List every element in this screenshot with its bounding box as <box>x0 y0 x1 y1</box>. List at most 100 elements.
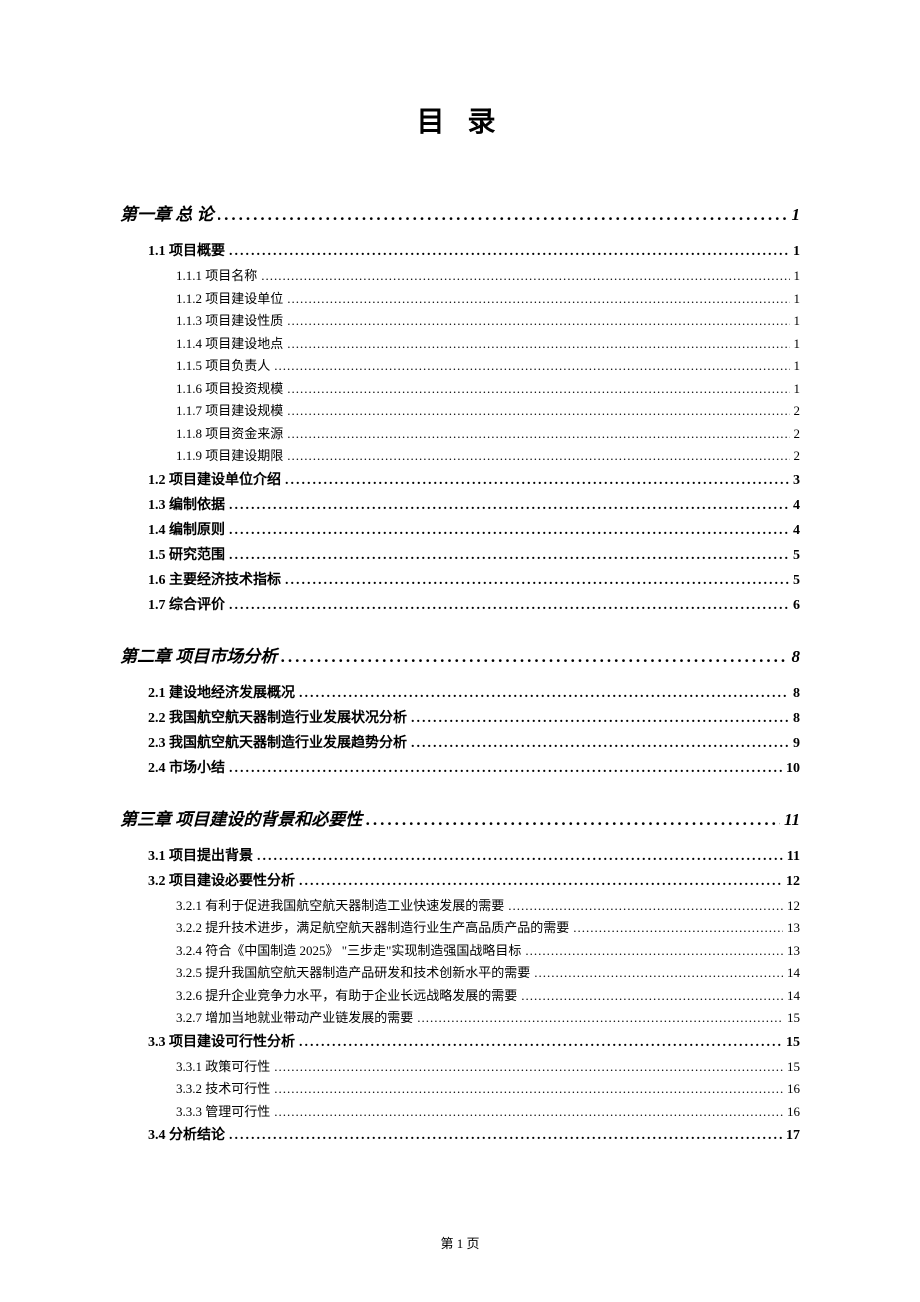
toc-leader-dots <box>285 470 789 491</box>
toc-leader-dots <box>257 846 783 867</box>
toc-entry-label: 第一章 总 论 <box>120 200 214 225</box>
toc-entry-page: 5 <box>793 545 800 566</box>
toc-entry-page: 16 <box>787 1102 800 1122</box>
toc-entry-page: 8 <box>792 647 801 667</box>
toc-entry: 3.2.7 增加当地就业带动产业链发展的需要 15 <box>176 1008 800 1028</box>
toc-entry-label: 1.1 项目概要 <box>148 241 225 262</box>
page-footer: 第 1 页 <box>0 1233 920 1252</box>
toc-leader-dots <box>573 918 783 938</box>
toc-entry-page: 14 <box>787 986 800 1006</box>
toc-entry-label: 3.1 项目提出背景 <box>148 846 253 867</box>
toc-entry-label: 1.2 项目建设单位介绍 <box>148 470 281 491</box>
toc-entry-page: 15 <box>787 1008 800 1028</box>
toc-entry-page: 8 <box>793 708 800 729</box>
toc-entry: 1.4 编制原则4 <box>148 520 800 541</box>
toc-entry: 2.2 我国航空航天器制造行业发展状况分析 8 <box>148 708 800 729</box>
toc-entry-page: 1 <box>794 379 801 399</box>
toc-entry-label: 3.2.7 增加当地就业带动产业链发展的需要 <box>176 1008 413 1028</box>
toc-entry-label: 1.1.4 项目建设地点 <box>176 334 283 354</box>
toc-entry-page: 3 <box>793 470 800 491</box>
toc-entry-page: 2 <box>794 401 801 421</box>
toc-entry-label: 3.2.1 有利于促进我国航空航天器制造工业快速发展的需要 <box>176 896 504 916</box>
toc-entry-page: 13 <box>787 941 800 961</box>
toc-entry-label: 3.4 分析结论 <box>148 1125 225 1146</box>
toc-leader-dots <box>261 266 789 286</box>
toc-entry-page: 5 <box>793 570 800 591</box>
toc-leader-dots <box>285 570 789 591</box>
toc-leader-dots <box>287 424 789 444</box>
toc-entry-label: 1.1.7 项目建设规模 <box>176 401 283 421</box>
toc-entry: 1.1.8 项目资金来源 2 <box>176 424 800 444</box>
toc-entry-label: 3.2.4 符合《中国制造 2025》 "三步走"实现制造强国战略目标 <box>176 941 521 961</box>
toc-entry: 3.4 分析结论 17 <box>148 1125 800 1146</box>
toc-entry: 1.3 编制依据4 <box>148 495 800 516</box>
toc-entry: 1.1.9 项目建设期限 2 <box>176 446 800 466</box>
toc-title: 目 录 <box>120 100 800 140</box>
toc-entry: 1.1 项目概要 1 <box>148 241 800 262</box>
toc-entry-page: 10 <box>786 758 800 779</box>
toc-entry-label: 2.4 市场小结 <box>148 758 225 779</box>
toc-entry-label: 1.1.5 项目负责人 <box>176 356 270 376</box>
toc-entry-label: 2.3 我国航空航天器制造行业发展趋势分析 <box>148 733 407 754</box>
toc-entry-page: 1 <box>794 289 801 309</box>
toc-entry: 2.1 建设地经济发展概况8 <box>148 683 800 704</box>
toc-leader-dots <box>287 334 789 354</box>
toc-entry-label: 1.1.8 项目资金来源 <box>176 424 283 444</box>
toc-entry-label: 1.1.3 项目建设性质 <box>176 311 283 331</box>
toc-leader-dots <box>229 545 789 566</box>
toc-leader-dots <box>287 379 789 399</box>
toc-entry: 1.1.2 项目建设单位 1 <box>176 289 800 309</box>
toc-leader-dots <box>287 401 789 421</box>
document-page: 目 录 第一章 总 论11.1 项目概要11.1.1 项目名称11.1.2 项目… <box>0 0 920 1210</box>
toc-leader-dots <box>229 495 789 516</box>
toc-entry: 3.3.3 管理可行性16 <box>176 1102 800 1122</box>
toc-entry: 3.2.2 提升技术进步，满足航空航天器制造行业生产高品质产品的需要13 <box>176 918 800 938</box>
toc-entry-label: 1.5 研究范围 <box>148 545 225 566</box>
toc-leader-dots <box>287 446 789 466</box>
toc-entry: 1.1.7 项目建设规模 2 <box>176 401 800 421</box>
toc-entry-page: 1 <box>793 241 800 262</box>
toc-entry-label: 3.2 项目建设必要性分析 <box>148 871 295 892</box>
toc-entry-page: 1 <box>794 311 801 331</box>
toc-entry-page: 13 <box>787 918 800 938</box>
toc-leader-dots <box>411 708 789 729</box>
toc-entry-page: 14 <box>787 963 800 983</box>
toc-entry-label: 3.3.1 政策可行性 <box>176 1057 270 1077</box>
toc-entry: 3.2.5 提升我国航空航天器制造产品研发和技术创新水平的需要14 <box>176 963 800 983</box>
toc-entry: 1.5 研究范围 5 <box>148 545 800 566</box>
toc-entry: 3.3 项目建设可行性分析15 <box>148 1032 800 1053</box>
toc-entry-label: 2.2 我国航空航天器制造行业发展状况分析 <box>148 708 407 729</box>
toc-leader-dots <box>366 810 780 830</box>
toc-entry-label: 3.3.2 技术可行性 <box>176 1079 270 1099</box>
toc-entry-page: 11 <box>787 846 800 867</box>
toc-entry-label: 第三章 项目建设的背景和必要性 <box>120 805 362 830</box>
toc-leader-dots <box>411 733 789 754</box>
toc-entry: 1.1.3 项目建设性质 1 <box>176 311 800 331</box>
toc-entry-page: 15 <box>787 1057 800 1077</box>
toc-leader-dots <box>274 1079 783 1099</box>
toc-entry-page: 17 <box>786 1125 800 1146</box>
toc-entry-page: 4 <box>793 520 800 541</box>
toc-leader-dots <box>417 1008 783 1028</box>
toc-entry: 第二章 项目市场分析8 <box>120 642 800 667</box>
toc-leader-dots <box>287 311 789 331</box>
toc-entry-page: 2 <box>794 424 801 444</box>
toc-leader-dots <box>525 941 783 961</box>
toc-entry: 1.1.1 项目名称1 <box>176 266 800 286</box>
toc-entry: 3.2.6 提升企业竞争力水平，有助于企业长远战略发展的需要14 <box>176 986 800 1006</box>
toc-leader-dots <box>274 1102 783 1122</box>
toc-entry-label: 1.1.2 项目建设单位 <box>176 289 283 309</box>
toc-entry-label: 1.1.9 项目建设期限 <box>176 446 283 466</box>
toc-entry-page: 2 <box>794 446 801 466</box>
toc-entry-page: 16 <box>787 1079 800 1099</box>
toc-entry: 2.3 我国航空航天器制造行业发展趋势分析9 <box>148 733 800 754</box>
toc-leader-dots <box>299 1032 782 1053</box>
toc-entry: 3.2.4 符合《中国制造 2025》 "三步走"实现制造强国战略目标 13 <box>176 941 800 961</box>
toc-entry-page: 1 <box>792 205 801 225</box>
toc-entry-page: 4 <box>793 495 800 516</box>
toc-entry-label: 1.1.1 项目名称 <box>176 266 257 286</box>
toc-entry-page: 12 <box>786 871 800 892</box>
toc-entry: 1.6 主要经济技术指标5 <box>148 570 800 591</box>
toc-entry-page: 1 <box>794 334 801 354</box>
toc-leader-dots <box>229 595 789 616</box>
